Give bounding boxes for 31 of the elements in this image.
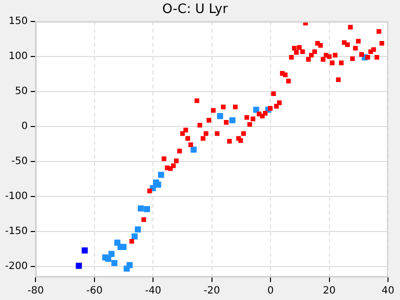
y-tick-label: 50 [14,86,28,98]
x-tick-label: 0 [267,286,274,297]
point [111,260,118,266]
x-tick-label: -80 [28,286,44,297]
point [217,113,224,120]
y-tick-label: 150 [8,16,28,28]
point [158,172,164,178]
x-tick-label: 40 [382,286,394,297]
point [138,205,144,212]
y-tick-label: -200 [4,261,28,272]
x-tick-label: 20 [322,286,336,297]
point [229,117,236,124]
x-tick-label: -20 [204,286,220,297]
point [82,247,88,254]
point [126,262,133,268]
point [76,262,82,269]
point [190,146,197,153]
point [132,233,138,240]
point [108,250,114,257]
x-tick-label: -40 [144,286,162,297]
y-tick-label: -150 [4,226,28,238]
point [144,206,150,212]
point [134,226,141,232]
point [253,106,260,113]
x-tick-label: -60 [86,286,103,297]
y-tick-label: 0 [21,121,28,132]
y-tick-label: 100 [8,51,28,62]
y-tick-label: -50 [11,156,28,168]
chart-title: O-C: U Lyr [162,2,228,18]
point [120,244,127,250]
y-tick-label: -100 [4,191,28,202]
